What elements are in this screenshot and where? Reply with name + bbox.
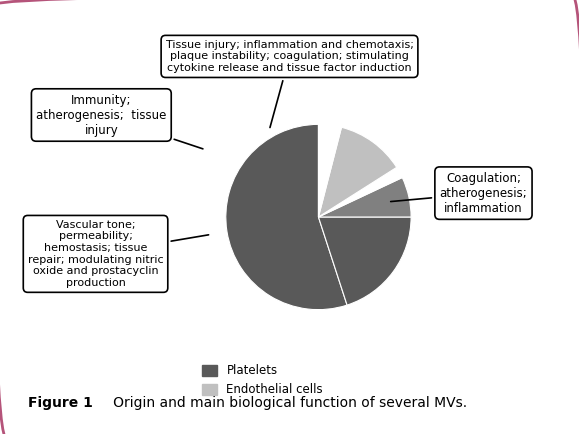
Wedge shape: [318, 178, 411, 217]
Text: Vascular tone;
permeability;
hemostasis; tissue
repair; modulating nitric
oxide : Vascular tone; permeability; hemostasis;…: [28, 220, 208, 288]
Text: Figure 1: Figure 1: [28, 395, 93, 410]
Text: Tissue injury; inflammation and chemotaxis;
plaque instability; coagulation; sti: Tissue injury; inflammation and chemotax…: [166, 40, 413, 128]
Text: Coagulation;
atherogenesis;
inflammation: Coagulation; atherogenesis; inflammation: [391, 171, 527, 215]
Legend: Platelets, Endothelial cells: Platelets, Endothelial cells: [197, 360, 328, 401]
Wedge shape: [318, 127, 397, 217]
Text: Immunity;
atherogenesis;  tissue
injury: Immunity; atherogenesis; tissue injury: [36, 93, 203, 149]
Wedge shape: [226, 125, 347, 309]
Wedge shape: [318, 125, 342, 217]
Text: Origin and main biological function of several MVs.: Origin and main biological function of s…: [100, 395, 467, 410]
Wedge shape: [318, 168, 402, 217]
Wedge shape: [318, 217, 411, 305]
